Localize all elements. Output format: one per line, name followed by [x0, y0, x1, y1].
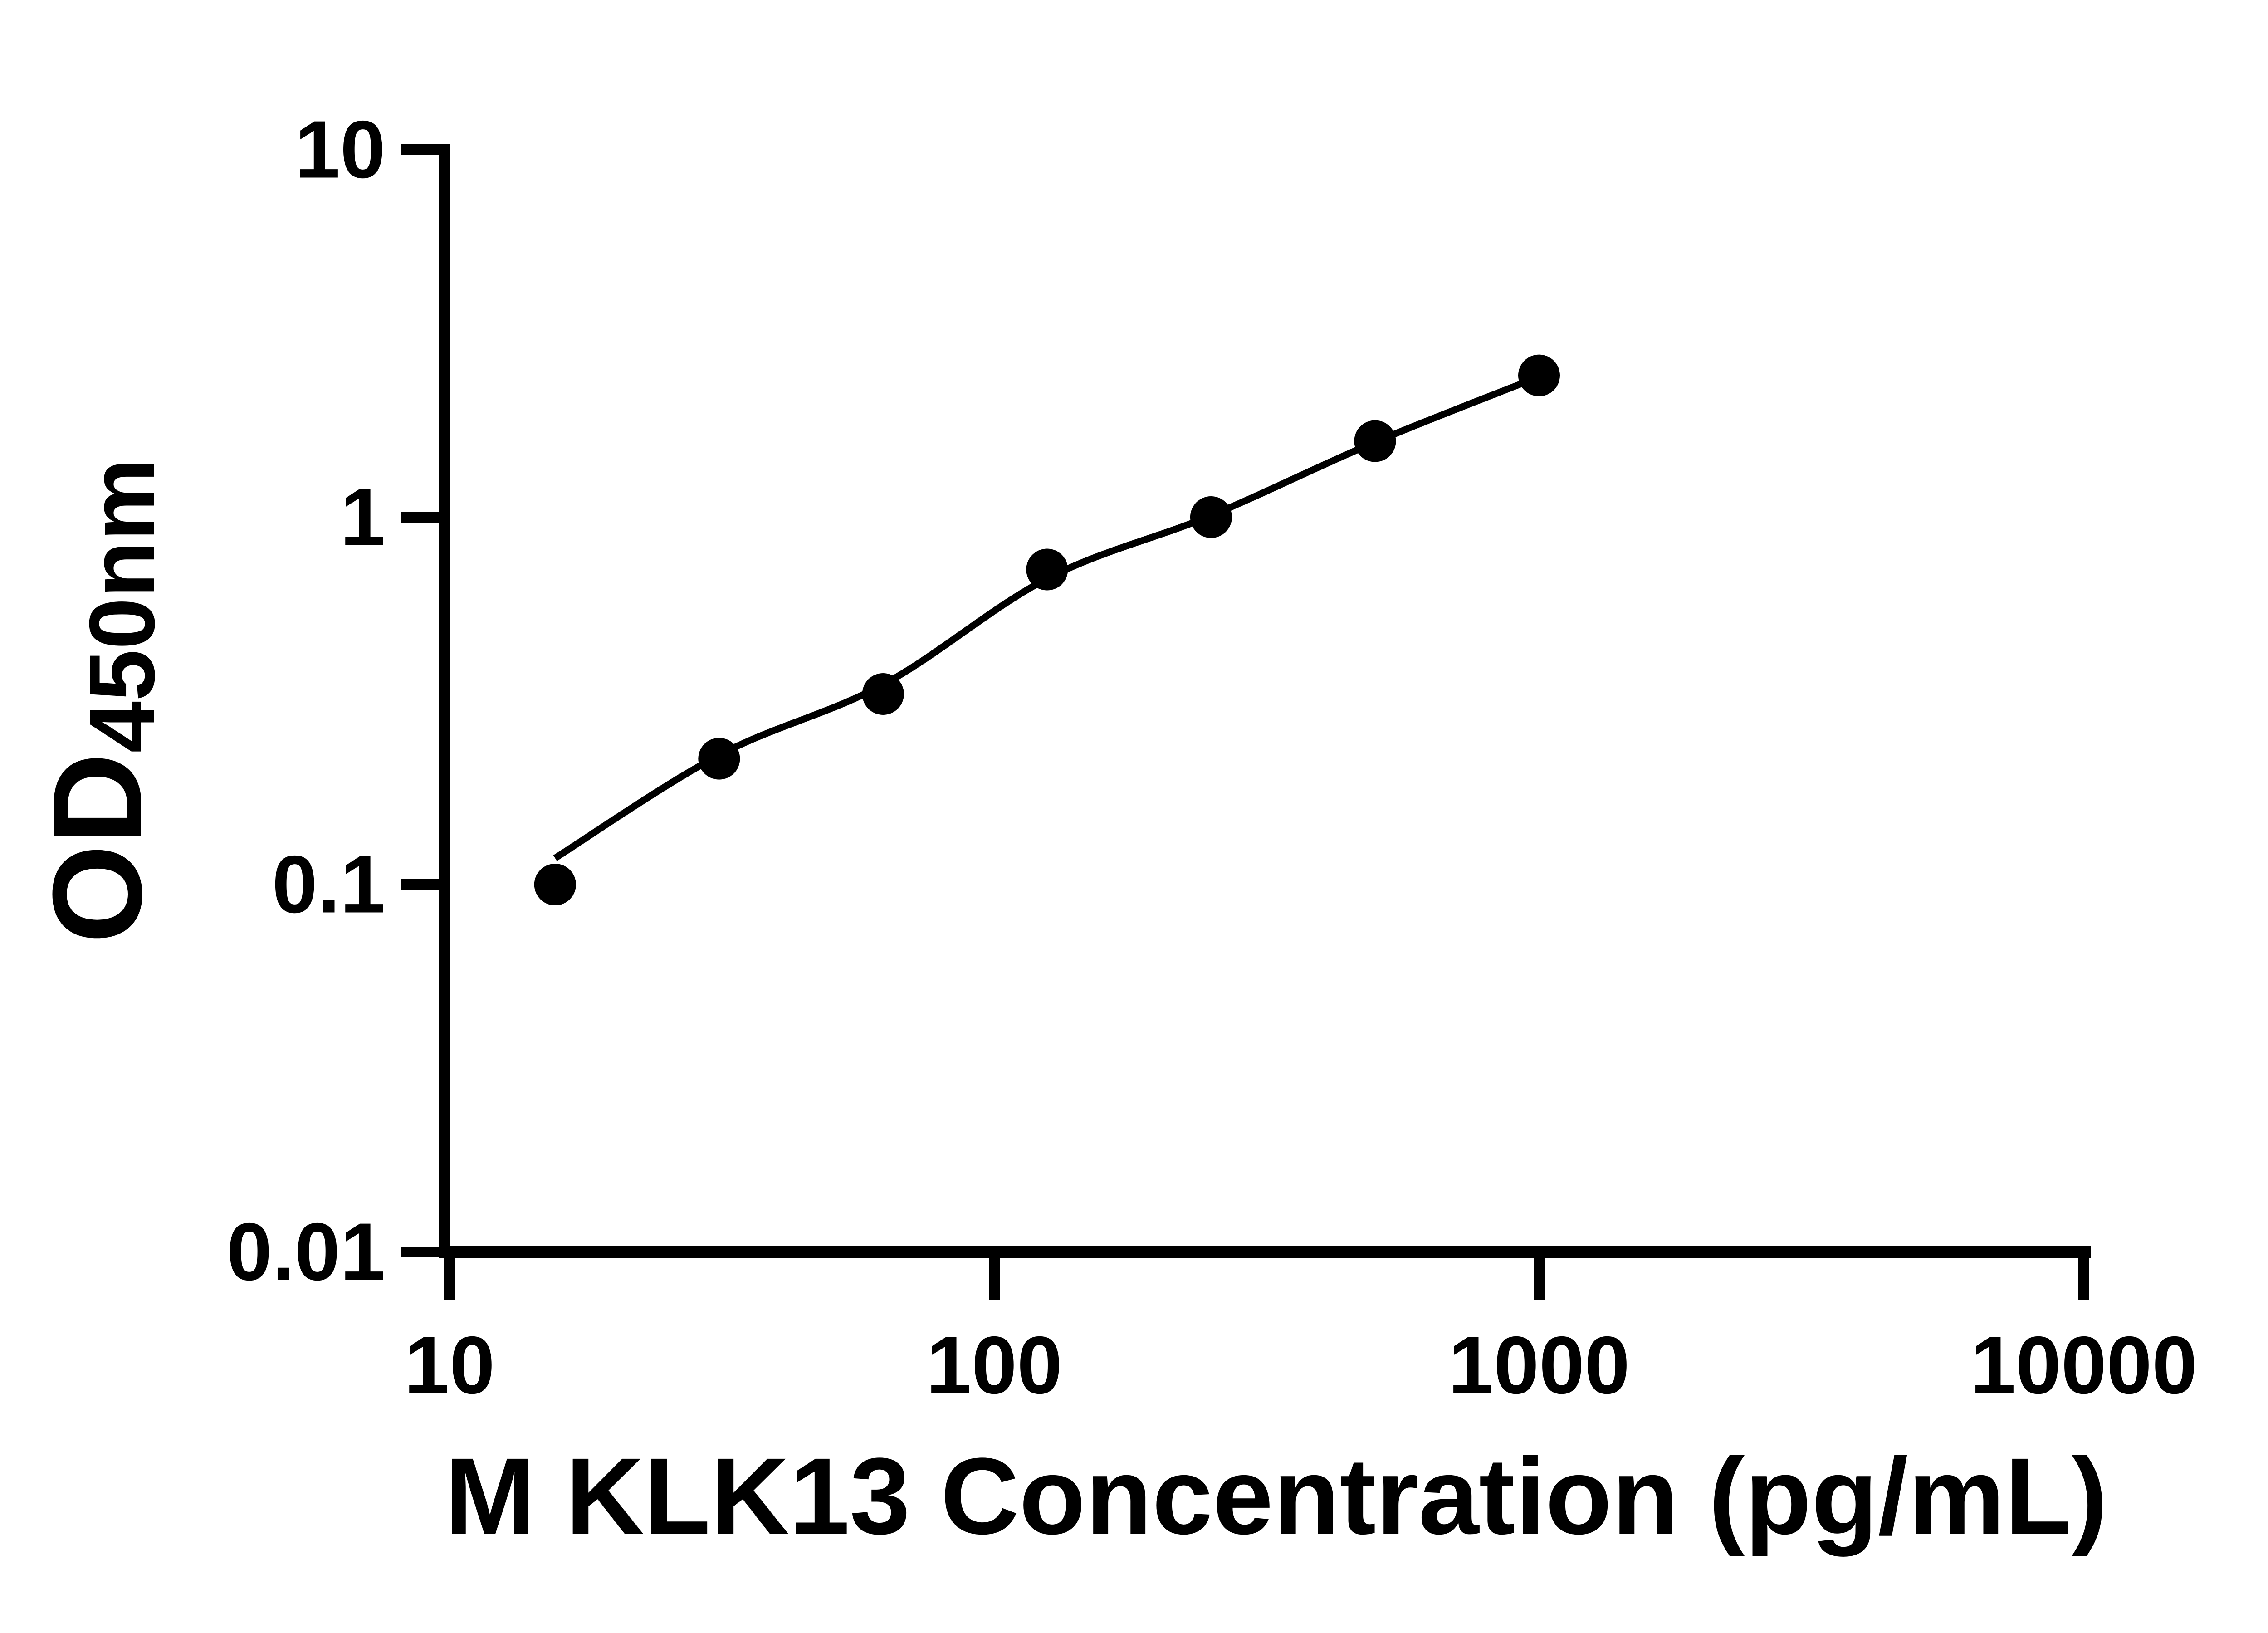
data-point — [1026, 548, 1068, 591]
data-point — [1518, 354, 1560, 396]
y-axis-title-subscript: 450nm — [70, 458, 174, 753]
data-point — [534, 864, 576, 905]
x-tick-label: 1000 — [1448, 1320, 1630, 1411]
x-tick-label: 10 — [404, 1320, 495, 1411]
data-point — [1354, 420, 1396, 462]
y-axis-title-main: OD — [27, 753, 168, 944]
x-tick-label: 10000 — [1970, 1320, 2198, 1411]
data-point — [698, 738, 740, 780]
x-tick-label: 100 — [926, 1320, 1062, 1411]
data-point — [1190, 496, 1232, 538]
y-axis-title: OD450nm — [20, 406, 175, 996]
y-tick-label: 10 — [295, 104, 386, 196]
y-tick-label: 1 — [340, 472, 386, 563]
y-tick-label: 0.1 — [272, 839, 386, 930]
y-tick-label: 0.01 — [227, 1207, 386, 1298]
x-axis-title: M KLK13 Concentration (pg/mL) — [445, 1435, 2108, 1557]
data-point — [862, 673, 904, 715]
